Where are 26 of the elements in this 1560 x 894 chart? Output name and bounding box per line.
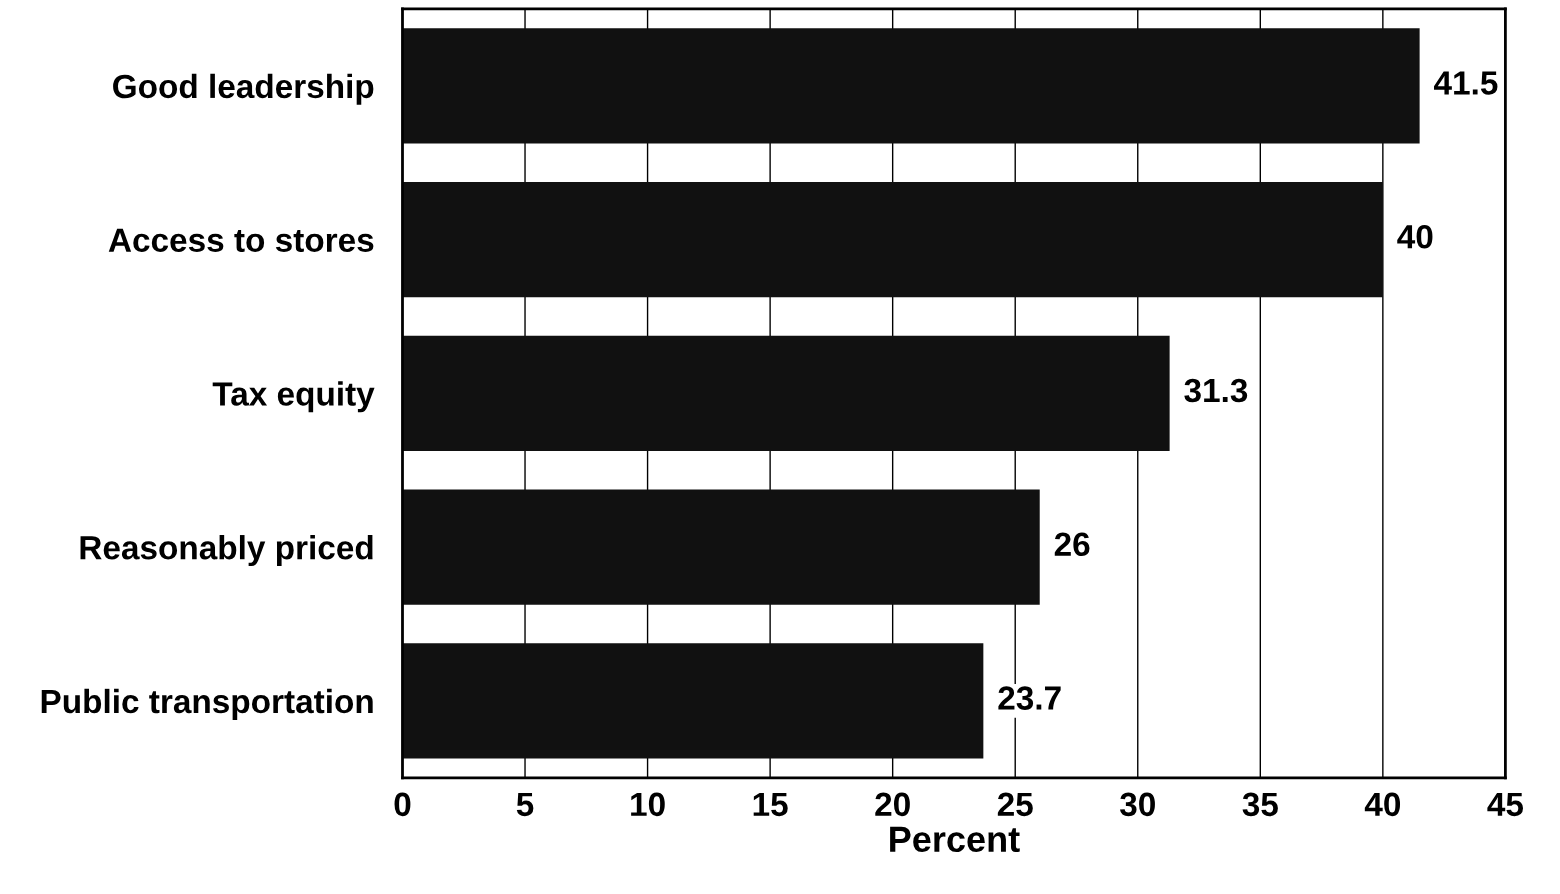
- bar: [402, 28, 1420, 144]
- y-tick-label: Tax equity: [212, 381, 375, 413]
- data-label: 23.7: [998, 686, 1061, 710]
- x-tick-label: 30: [1119, 792, 1155, 817]
- x-tick-label: 35: [1242, 792, 1278, 817]
- bar: [402, 489, 1040, 605]
- bar: [402, 335, 1170, 452]
- bar: [402, 181, 1383, 298]
- y-tick-label: Reasonably priced: [80, 535, 373, 567]
- bar: [402, 643, 984, 759]
- x-tick-label: 10: [631, 792, 665, 817]
- y-tick-label: Good leadership: [113, 73, 374, 105]
- x-tick-label: 5: [516, 792, 534, 817]
- x-tick-label: 45: [1487, 792, 1524, 817]
- x-tick-label: 15: [753, 792, 788, 817]
- x-axis-title: Percent: [890, 826, 1020, 853]
- data-label: 41.5: [1434, 71, 1498, 95]
- x-tick-label: 0: [394, 792, 411, 817]
- data-label: 31.3: [1184, 378, 1248, 403]
- x-tick-label: 20: [875, 792, 910, 817]
- x-tick-label: 25: [997, 792, 1033, 817]
- data-label: 40: [1397, 224, 1433, 249]
- y-tick-label: Public transportation: [41, 688, 373, 720]
- x-tick-label: 40: [1364, 792, 1401, 817]
- data-label: 26: [1054, 532, 1090, 557]
- y-tick-label: Access to stores: [108, 228, 374, 252]
